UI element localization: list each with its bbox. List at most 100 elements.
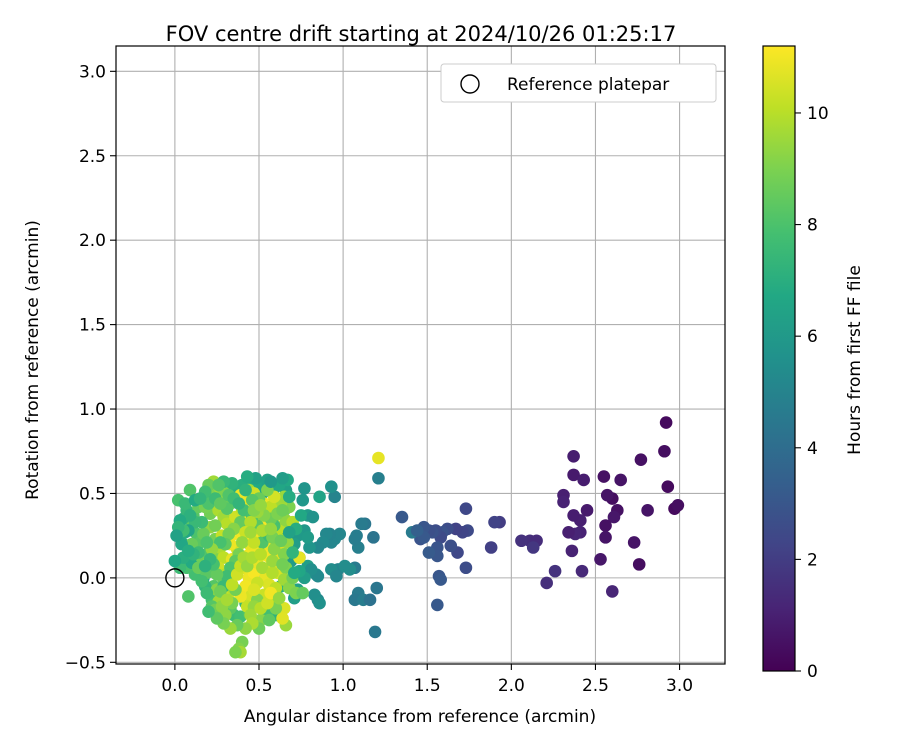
scatter-point-157 (178, 497, 192, 510)
scatter-point-352 (266, 554, 279, 568)
scatter-point-2 (661, 480, 675, 494)
y-tick-label-1: 0.0 (79, 569, 106, 589)
y-tick-label-0: −0.5 (65, 653, 106, 673)
scatter-point-59 (422, 546, 436, 559)
x-tick-label-2: 1.0 (330, 676, 357, 696)
x-tick-label-3: 1.5 (414, 676, 441, 696)
scatter-point-322 (214, 585, 227, 598)
scatter-points (168, 416, 685, 659)
scatter-point-361 (262, 613, 276, 627)
scatter-point-372 (286, 546, 299, 559)
y-tick-label-7: 3.0 (79, 62, 106, 82)
scatter-point-145 (182, 590, 195, 603)
colorbar-label: Hours from first FF file (845, 265, 865, 455)
scatter-point-386 (240, 470, 254, 483)
scatter-point-359 (276, 558, 289, 571)
scatter-point-391 (193, 492, 207, 505)
scatter-point-15 (599, 519, 612, 532)
y-tick-label-2: 0.5 (79, 484, 106, 504)
scatter-point-37 (526, 541, 540, 554)
scatter-point-98 (313, 596, 326, 610)
scatter-point-91 (330, 569, 343, 583)
x-axis-ticks: 0.0 0.5 1.0 1.5 2.0 2.5 3.0 (161, 664, 693, 696)
legend-reference-marker (460, 74, 480, 94)
colorbar-gradient (762, 45, 796, 672)
scatter-point-21 (577, 473, 590, 487)
scatter-point-11 (614, 473, 627, 487)
scatter-point-0 (659, 416, 673, 429)
x-tick-label-4: 2.0 (498, 676, 525, 696)
x-tick-label-0: 0.0 (161, 676, 188, 696)
scatter-point-29 (575, 564, 589, 578)
scatter-point-24 (567, 509, 580, 522)
colorbar-tick-label-4: 8 (807, 216, 818, 236)
scatter-point-8 (627, 536, 641, 549)
legend-box (440, 63, 717, 103)
scatter-point-381 (288, 566, 301, 580)
scatter-point-63 (395, 510, 409, 524)
scatter-point-61 (434, 573, 447, 586)
scatter-point-357 (276, 504, 289, 517)
x-axis-label: Angular distance from reference (arcmin) (244, 707, 596, 727)
scatter-point-382 (282, 490, 296, 504)
scatter-point-74 (348, 532, 362, 546)
scatter-point-99 (313, 490, 326, 504)
scatter-point-248 (276, 612, 289, 625)
scatter-point-394 (170, 529, 183, 542)
scatter-point-4 (671, 498, 685, 512)
scatter-point-342 (254, 498, 267, 512)
scatter-point-355 (264, 522, 278, 536)
colorbar-tick-label-5: 10 (807, 104, 829, 124)
scatter-point-17 (594, 553, 607, 566)
y-tick-label-6: 2.5 (79, 147, 106, 167)
scatter-point-69 (370, 581, 384, 595)
legend-entry-reference-platepar: Reference platepar (507, 75, 669, 95)
scatter-point-328 (200, 586, 214, 600)
scatter-point-68 (367, 531, 380, 544)
scatter-point-301 (214, 497, 227, 510)
scatter-point-291 (200, 536, 214, 549)
scatter-point-368 (210, 612, 224, 625)
scatter-point-344 (254, 547, 267, 561)
y-tick-label-3: 1.0 (79, 400, 106, 420)
scatter-point-383 (276, 471, 289, 485)
scatter-point-46 (459, 561, 473, 575)
scatter-point-6 (641, 504, 654, 517)
scatter-point-1 (658, 444, 671, 458)
scatter-point-81 (328, 490, 342, 504)
scatter-point-30 (548, 564, 562, 578)
scatter-point-256 (229, 645, 242, 659)
scatter-point-67 (372, 451, 385, 465)
scatter-point-33 (557, 495, 570, 509)
reference-platepar-marker (165, 568, 185, 588)
scatter-point-314 (244, 515, 257, 529)
colorbar-tick-label-3: 6 (807, 327, 818, 347)
scatter-point-18 (605, 585, 619, 598)
x-tick-label-1: 0.5 (245, 676, 272, 696)
scatter-point-323 (210, 568, 224, 581)
scatter-point-14 (600, 488, 614, 502)
scatter-point-79 (363, 593, 377, 607)
scatter-point-345 (256, 561, 269, 575)
y-tick-label-4: 1.5 (79, 316, 106, 336)
scatter-point-39 (488, 515, 501, 529)
scatter-point-12 (607, 510, 621, 524)
scatter-point-65 (410, 524, 424, 537)
scatter-point-305 (239, 483, 252, 497)
scatter-point-5 (634, 453, 648, 466)
colorbar-tick-label-1: 2 (807, 550, 818, 570)
chart-title: FOV centre drift starting at 2024/10/26 … (166, 22, 677, 46)
scatter-point-288 (214, 536, 227, 549)
scatter-point-370 (294, 509, 308, 522)
scatter-point-41 (459, 502, 473, 515)
scatter-point-93 (343, 563, 357, 576)
x-tick-label-6: 3.0 (666, 676, 693, 696)
scatter-point-373 (282, 525, 296, 539)
scatter-point-7 (632, 558, 646, 571)
colorbar-tick-label-0: 0 (807, 662, 818, 682)
y-tick-label-5: 2.0 (79, 231, 106, 251)
scatter-point-247 (296, 586, 310, 600)
scatter-point-360 (272, 591, 286, 605)
scatter-point-66 (372, 471, 385, 485)
